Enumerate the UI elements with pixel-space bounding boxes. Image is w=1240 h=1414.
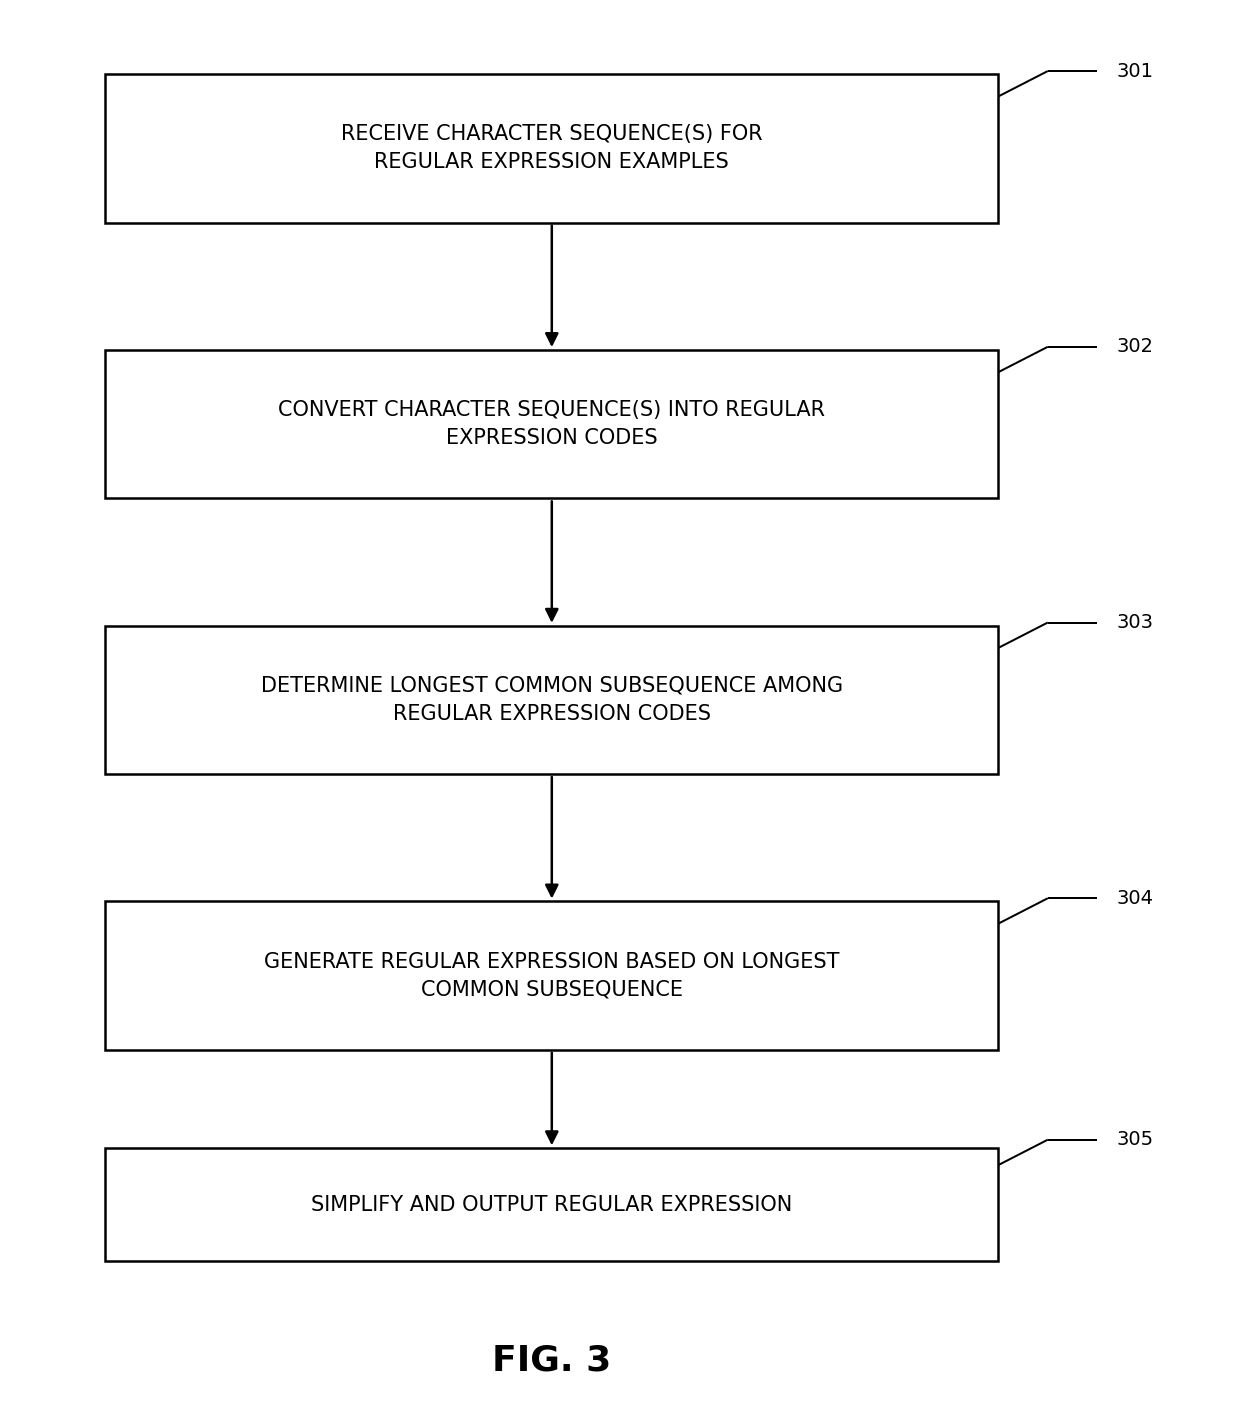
Text: 302: 302 xyxy=(1116,338,1153,356)
Text: CONVERT CHARACTER SEQUENCE(S) INTO REGULAR
EXPRESSION CODES: CONVERT CHARACTER SEQUENCE(S) INTO REGUL… xyxy=(278,400,826,448)
FancyBboxPatch shape xyxy=(105,625,998,773)
Text: SIMPLIFY AND OUTPUT REGULAR EXPRESSION: SIMPLIFY AND OUTPUT REGULAR EXPRESSION xyxy=(311,1195,792,1215)
Text: GENERATE REGULAR EXPRESSION BASED ON LONGEST
COMMON SUBSEQUENCE: GENERATE REGULAR EXPRESSION BASED ON LON… xyxy=(264,952,839,1000)
Text: 301: 301 xyxy=(1116,62,1153,81)
FancyBboxPatch shape xyxy=(105,351,998,499)
FancyBboxPatch shape xyxy=(105,1148,998,1261)
FancyBboxPatch shape xyxy=(105,74,998,222)
Text: 305: 305 xyxy=(1116,1130,1153,1150)
Text: DETERMINE LONGEST COMMON SUBSEQUENCE AMONG
REGULAR EXPRESSION CODES: DETERMINE LONGEST COMMON SUBSEQUENCE AMO… xyxy=(260,676,843,724)
Text: 303: 303 xyxy=(1116,614,1153,632)
Text: RECEIVE CHARACTER SEQUENCE(S) FOR
REGULAR EXPRESSION EXAMPLES: RECEIVE CHARACTER SEQUENCE(S) FOR REGULA… xyxy=(341,124,763,173)
Text: 304: 304 xyxy=(1116,889,1153,908)
FancyBboxPatch shape xyxy=(105,902,998,1049)
Text: FIG. 3: FIG. 3 xyxy=(492,1343,611,1377)
